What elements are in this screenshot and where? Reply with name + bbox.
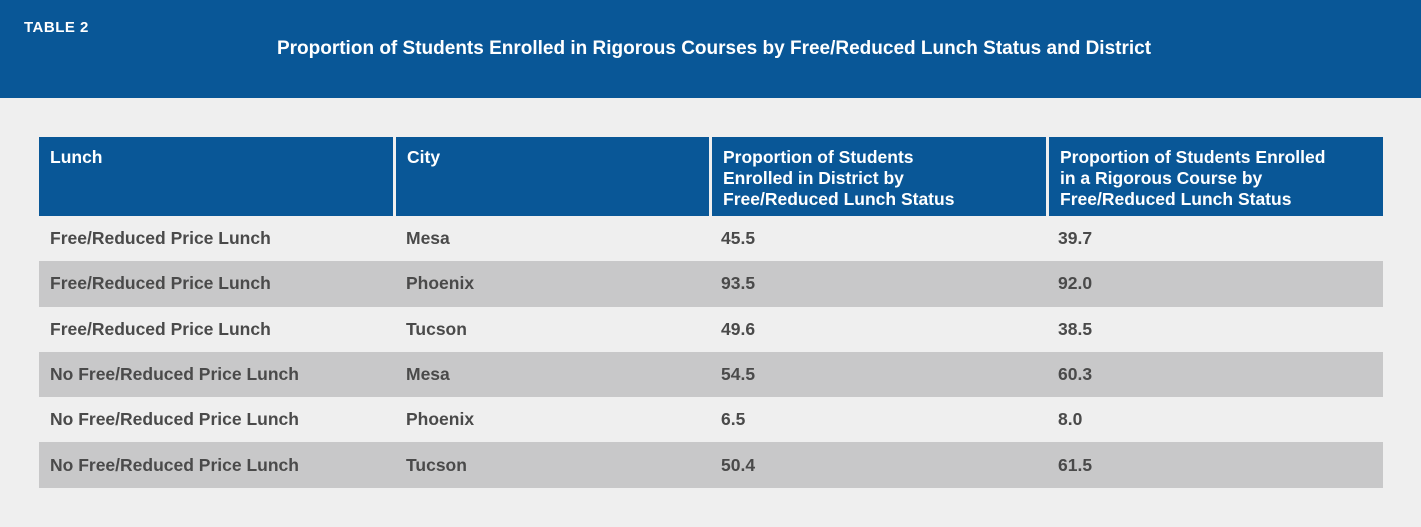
table-banner: TABLE 2 Proportion of Students Enrolled … (0, 0, 1421, 98)
cell-lunch: No Free/Reduced Price Lunch (50, 409, 299, 430)
column-header-lunch: Lunch (39, 137, 393, 216)
cell-lunch: Free/Reduced Price Lunch (50, 318, 271, 339)
cell-city: Mesa (406, 364, 450, 385)
table-title: Proportion of Students Enrolled in Rigor… (276, 38, 1152, 59)
cell-rigorous-proportion: 38.5 (1058, 318, 1093, 339)
table-row: Free/Reduced Price Lunch Tucson 49.6 38.… (39, 307, 1383, 352)
data-table: Lunch City Proportion of Students Enroll… (39, 137, 1383, 488)
cell-rigorous-proportion: 61.5 (1058, 454, 1093, 475)
column-divider (1046, 137, 1049, 216)
table-number-label: TABLE 2 (24, 19, 89, 36)
cell-city: Phoenix (406, 409, 475, 430)
cell-city: Tucson (406, 454, 467, 475)
cell-rigorous-proportion: 39.7 (1058, 228, 1093, 249)
cell-city: Phoenix (406, 273, 475, 294)
table-header-row: Lunch City Proportion of Students Enroll… (39, 137, 1383, 216)
cell-district-proportion: 45.5 (721, 228, 756, 249)
table-row: Free/Reduced Price Lunch Mesa 45.5 39.7 (39, 216, 1383, 261)
cell-lunch: Free/Reduced Price Lunch (50, 228, 271, 249)
table-row: No Free/Reduced Price Lunch Tucson 50.4 … (39, 442, 1383, 488)
table-row: Free/Reduced Price Lunch Phoenix 93.5 92… (39, 261, 1383, 307)
cell-district-proportion: 93.5 (721, 273, 756, 294)
column-divider (709, 137, 712, 216)
cell-rigorous-proportion: 92.0 (1058, 273, 1093, 294)
cell-lunch: No Free/Reduced Price Lunch (50, 454, 299, 475)
column-header-rigorous-proportion: Proportion of Students Enrolled in a Rig… (1049, 137, 1383, 216)
column-header-district-proportion: Proportion of Students Enrolled in Distr… (712, 137, 1046, 216)
cell-rigorous-proportion: 60.3 (1058, 364, 1093, 385)
column-header-city: City (396, 137, 709, 216)
cell-city: Mesa (406, 228, 450, 249)
cell-rigorous-proportion: 8.0 (1058, 409, 1083, 430)
cell-district-proportion: 50.4 (721, 454, 756, 475)
cell-city: Tucson (406, 318, 467, 339)
cell-lunch: Free/Reduced Price Lunch (50, 273, 271, 294)
column-divider (393, 137, 396, 216)
cell-lunch: No Free/Reduced Price Lunch (50, 364, 299, 385)
cell-district-proportion: 49.6 (721, 318, 756, 339)
table-row: No Free/Reduced Price Lunch Phoenix 6.5 … (39, 397, 1383, 442)
table-row: No Free/Reduced Price Lunch Mesa 54.5 60… (39, 351, 1383, 398)
cell-district-proportion: 54.5 (721, 364, 756, 385)
cell-district-proportion: 6.5 (721, 409, 746, 430)
